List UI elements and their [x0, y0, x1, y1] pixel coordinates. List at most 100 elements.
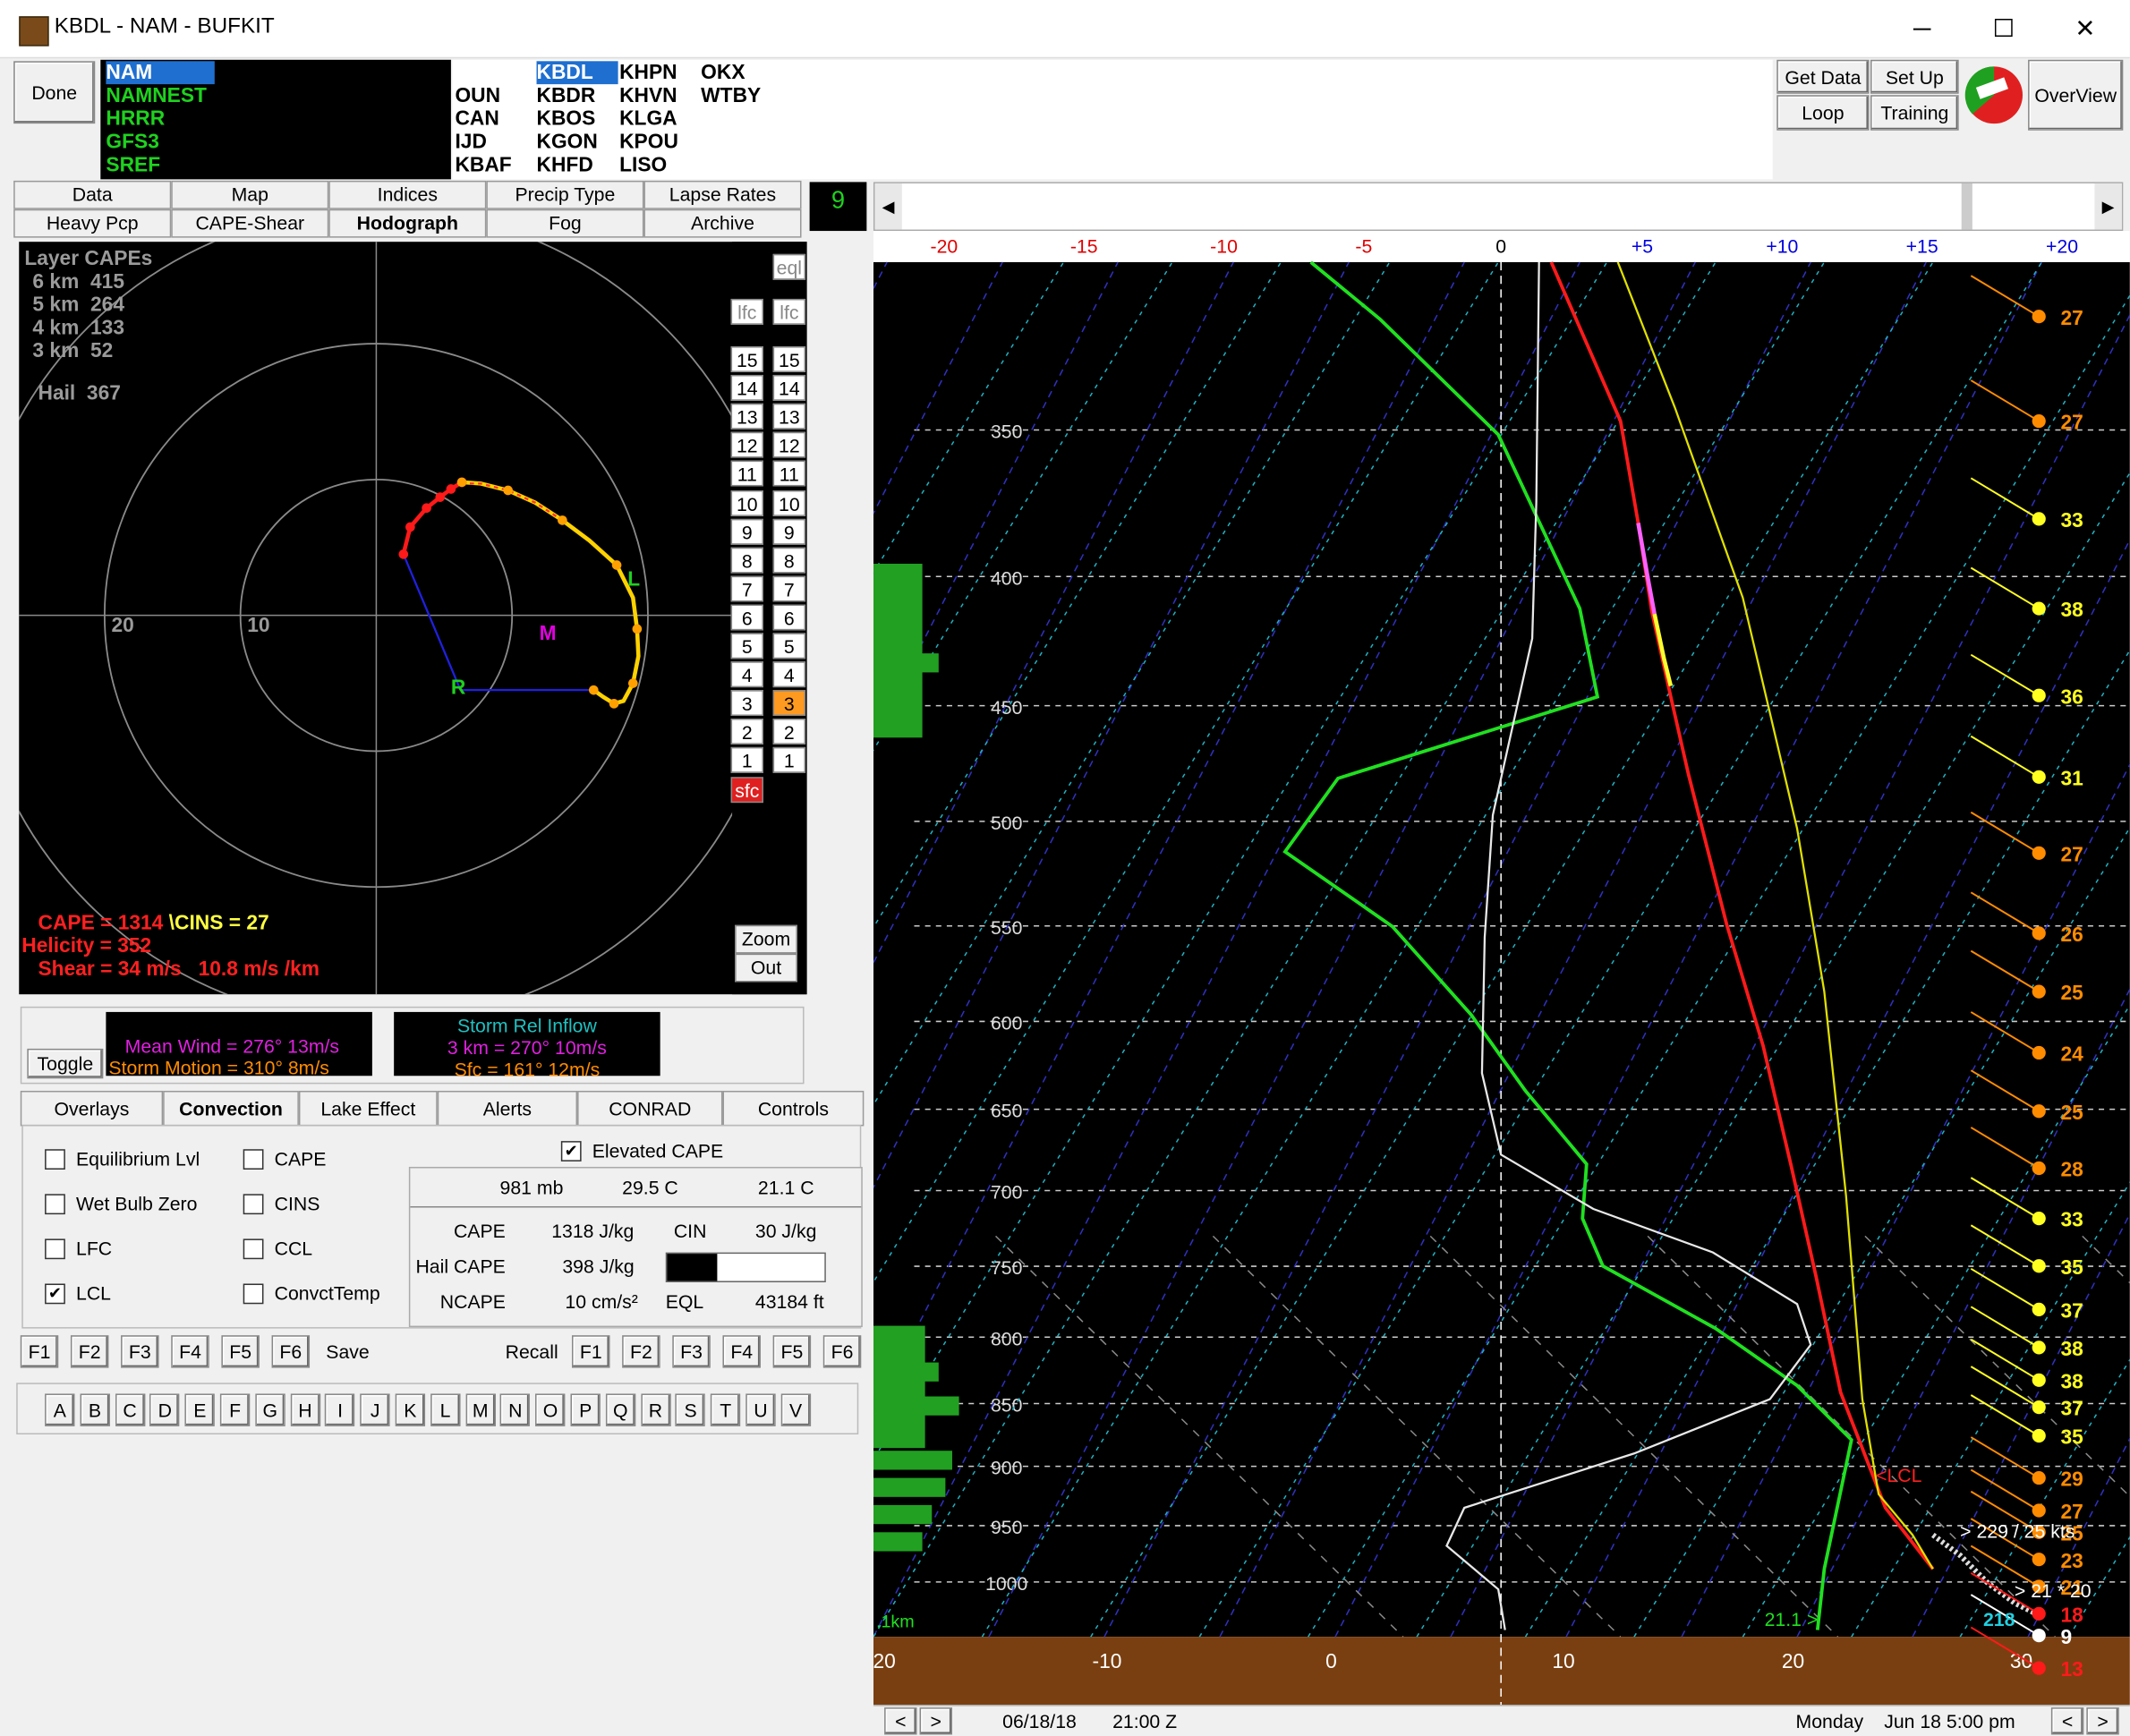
station-item[interactable]: WTBY [701, 84, 762, 107]
station-item[interactable]: KBOS [536, 106, 596, 131]
letter-button-p[interactable]: P [570, 1393, 601, 1426]
level-button-left[interactable]: 5 [730, 633, 764, 660]
level-button-left[interactable]: 14 [730, 375, 764, 401]
tab-fog[interactable]: Fog [486, 208, 644, 238]
tab-heavy-pcp[interactable]: Heavy Pcp [13, 208, 172, 238]
toggle-button[interactable]: Toggle [27, 1048, 104, 1079]
letter-button-u[interactable]: U [746, 1393, 776, 1426]
model-item[interactable]: NAM [106, 61, 215, 85]
tab-archive[interactable]: Archive [643, 208, 802, 238]
model-item[interactable]: NAMNEST [106, 84, 207, 107]
letter-button-q[interactable]: Q [605, 1393, 636, 1426]
level-button-left[interactable]: 1 [730, 747, 764, 774]
model-item[interactable]: GFS3 [106, 130, 159, 154]
letter-button-v[interactable]: V [780, 1393, 811, 1426]
checkbox-equilibrium-lvl[interactable]: Equilibrium Lvl [45, 1148, 200, 1170]
tab-convection[interactable]: Convection [163, 1090, 299, 1127]
checkbox-box[interactable] [243, 1282, 264, 1304]
level-button-left[interactable]: 15 [730, 346, 764, 372]
letter-button-e[interactable]: E [184, 1393, 216, 1426]
letter-button-s[interactable]: S [675, 1393, 706, 1426]
tab-indices[interactable]: Indices [328, 180, 487, 209]
minimize-button[interactable]: ─ [1913, 14, 1931, 43]
station-item[interactable]: KLGA [619, 106, 677, 131]
level-button-left[interactable]: 10 [730, 489, 764, 516]
get-data-button[interactable]: Get Data [1776, 59, 1870, 94]
prev-time-button[interactable]: < [884, 1707, 917, 1735]
level-button-right[interactable]: 11 [772, 461, 806, 488]
loop-button[interactable]: Loop [1776, 95, 1870, 131]
level-button-left[interactable]: 12 [730, 432, 764, 459]
checkbox-box[interactable] [45, 1193, 65, 1214]
letter-button-k[interactable]: K [395, 1393, 426, 1426]
set-up-button[interactable]: Set Up [1870, 59, 1959, 94]
checkbox-cape[interactable]: CAPE [243, 1148, 326, 1170]
level-button-right[interactable]: 10 [772, 489, 806, 516]
checkbox-convcttemp[interactable]: ConvctTemp [243, 1282, 380, 1304]
checkbox-box[interactable] [243, 1148, 264, 1170]
recall-fkey-button[interactable]: F4 [722, 1335, 761, 1368]
level-button-right[interactable]: 2 [772, 719, 806, 745]
tab-lapse-rates[interactable]: Lapse Rates [643, 180, 802, 209]
level-button-right[interactable]: 4 [772, 661, 806, 688]
tab-map[interactable]: Map [171, 180, 329, 209]
save-fkey-button[interactable]: F6 [271, 1335, 311, 1368]
letter-button-d[interactable]: D [149, 1393, 180, 1426]
letter-button-t[interactable]: T [711, 1393, 741, 1426]
tab-cape-shear[interactable]: CAPE-Shear [171, 208, 329, 238]
level-button-left[interactable]: 8 [730, 547, 764, 574]
recall-fkey-button[interactable]: F2 [622, 1335, 660, 1368]
elevated-cape-checkbox[interactable]: ✔ Elevated CAPE [560, 1140, 723, 1162]
zoom-out-button[interactable]: Out [735, 953, 797, 983]
station-item[interactable]: KBAF [455, 153, 512, 177]
station-item-selected[interactable]: KBDL [536, 61, 618, 85]
level-button-left[interactable]: 7 [730, 575, 764, 602]
station-item[interactable]: KHFD [536, 153, 593, 177]
recall-fkey-button[interactable]: F1 [571, 1335, 610, 1368]
model-item[interactable]: SREF [106, 153, 161, 177]
level-button-right[interactable]: 9 [772, 518, 806, 545]
done-button[interactable]: Done [13, 61, 96, 124]
tab-conrad[interactable]: CONRAD [577, 1090, 723, 1127]
level-button-right[interactable]: 5 [772, 633, 806, 660]
checkbox-cins[interactable]: CINS [243, 1193, 320, 1214]
tab-hodograph[interactable]: Hodograph [328, 208, 487, 238]
letter-button-r[interactable]: R [640, 1393, 671, 1426]
letter-button-l[interactable]: L [430, 1393, 461, 1426]
letter-button-o[interactable]: O [535, 1393, 566, 1426]
tab-precip-type[interactable]: Precip Type [486, 180, 644, 209]
tab-overlays[interactable]: Overlays [20, 1090, 164, 1127]
level-button-right[interactable]: 14 [772, 375, 806, 401]
save-fkey-button[interactable]: F2 [70, 1335, 109, 1368]
letter-button-b[interactable]: B [80, 1393, 110, 1426]
checkbox-ccl[interactable]: CCL [243, 1238, 312, 1259]
level-button-left[interactable]: 6 [730, 604, 764, 631]
model-list[interactable]: NAM NAMNEST HRRR GFS3 SREF [100, 59, 451, 180]
station-item[interactable]: KGON [536, 130, 598, 154]
letter-button-j[interactable]: J [360, 1393, 390, 1426]
save-fkey-button[interactable]: F1 [20, 1335, 59, 1368]
letter-button-g[interactable]: G [255, 1393, 285, 1426]
station-item[interactable]: KPOU [619, 130, 678, 154]
letter-button-n[interactable]: N [500, 1393, 531, 1426]
overview-button[interactable]: OverView [2028, 59, 2124, 131]
tab-alerts[interactable]: Alerts [437, 1090, 578, 1127]
scroll-left-button[interactable]: < [2050, 1707, 2084, 1735]
save-fkey-button[interactable]: F3 [121, 1335, 159, 1368]
checkbox-box[interactable] [243, 1193, 264, 1214]
level-button-right[interactable]: 8 [772, 547, 806, 574]
lfc-button-left[interactable]: lfc [730, 298, 764, 325]
training-button[interactable]: Training [1870, 95, 1959, 131]
checkbox-box[interactable]: ✔ [45, 1282, 65, 1304]
letter-button-f[interactable]: F [219, 1393, 251, 1426]
letter-button-h[interactable]: H [290, 1393, 320, 1426]
lfc-button-right[interactable]: lfc [772, 298, 806, 325]
recall-fkey-button[interactable]: F3 [672, 1335, 711, 1368]
save-fkey-button[interactable]: F4 [171, 1335, 209, 1368]
zoom-button[interactable]: Zoom [735, 924, 797, 954]
level-button-left[interactable]: 4 [730, 661, 764, 688]
tab-lake-effect[interactable]: Lake Effect [298, 1090, 438, 1127]
save-fkey-button[interactable]: F5 [221, 1335, 260, 1368]
level-button-right[interactable]: 13 [772, 404, 806, 430]
checkbox-box[interactable] [45, 1148, 65, 1170]
